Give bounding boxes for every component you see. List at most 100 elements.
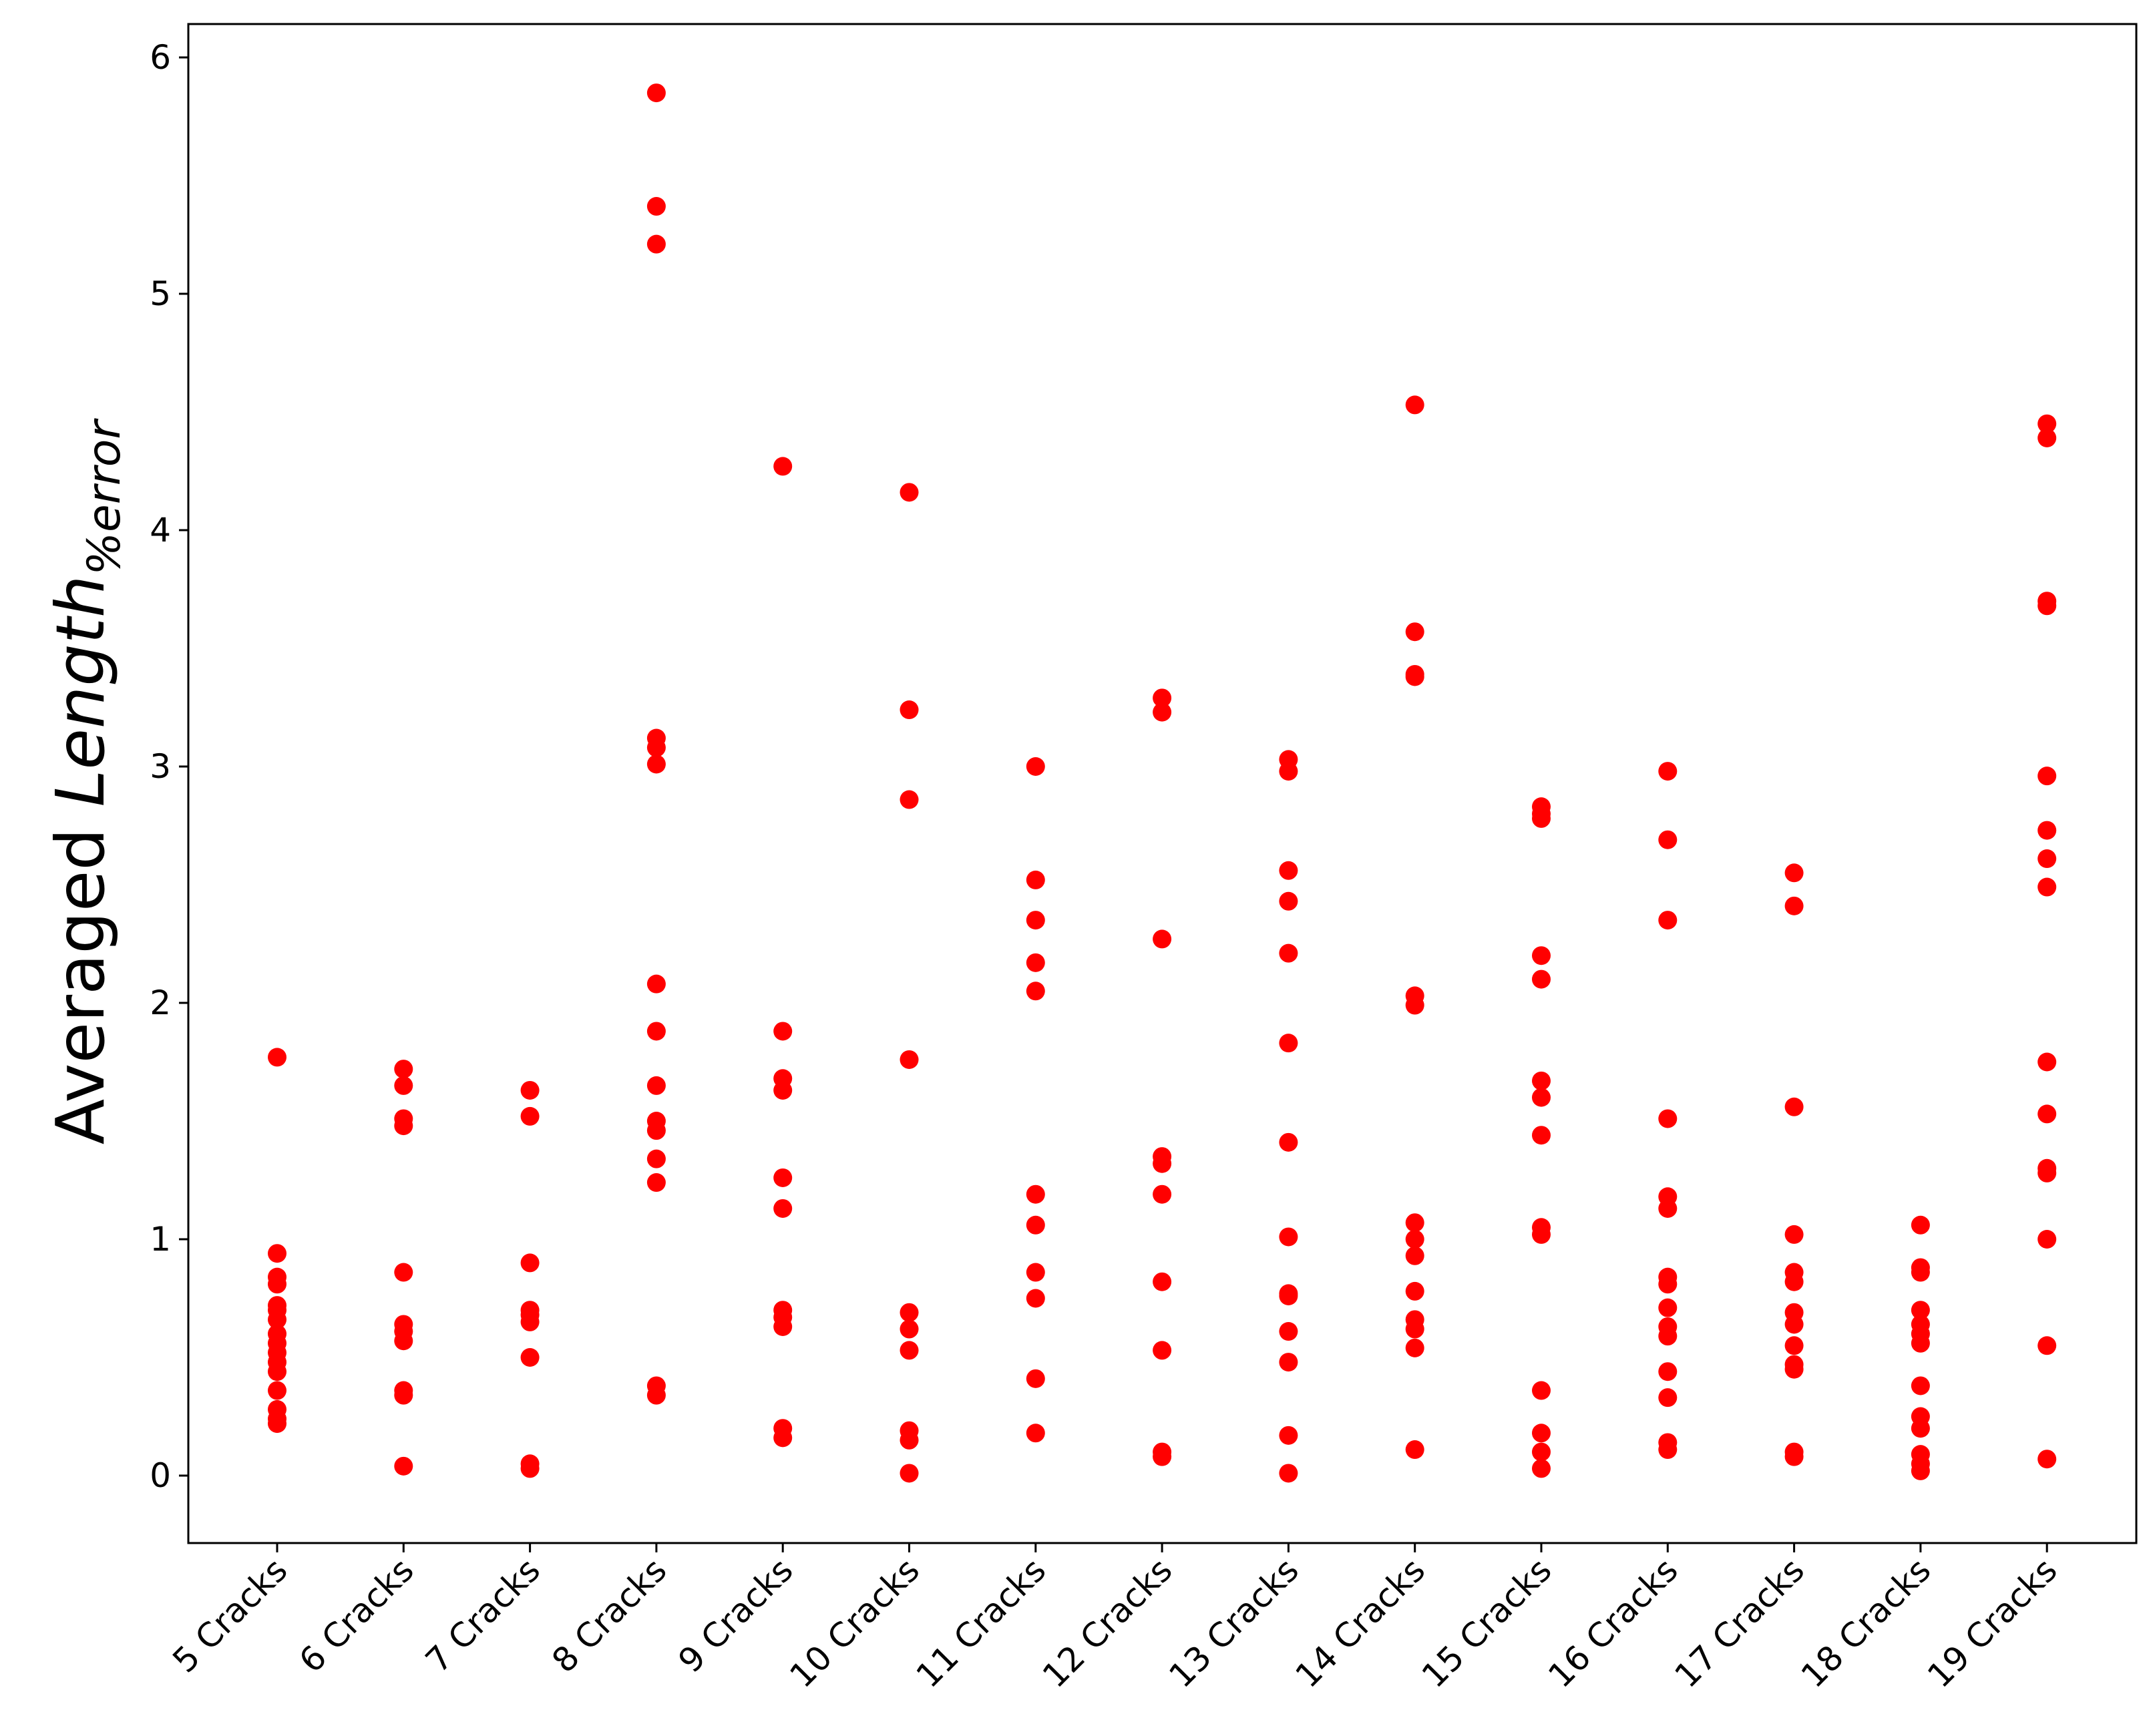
data-point: [1658, 911, 1678, 930]
y-tick-label: 0: [150, 1456, 171, 1495]
data-point: [1658, 1327, 1678, 1346]
data-point: [1532, 1442, 1551, 1462]
data-point: [1153, 1154, 1172, 1173]
data-point: [268, 1414, 286, 1434]
data-point: [773, 1022, 793, 1041]
data-point: [900, 1430, 919, 1450]
data-point: [2037, 1104, 2057, 1124]
data-point: [1532, 1381, 1551, 1400]
data-point: [1405, 1230, 1424, 1249]
data-point: [900, 790, 919, 809]
data-point: [646, 738, 666, 757]
data-point: [1279, 861, 1298, 880]
data-point: [900, 1464, 919, 1483]
data-point: [1279, 1286, 1298, 1305]
data-point: [1911, 1461, 1930, 1480]
data-point: [1279, 891, 1298, 911]
data-point: [1532, 1126, 1551, 1145]
data-point: [1153, 1184, 1172, 1204]
data-point: [646, 1173, 666, 1192]
data-point: [773, 1080, 793, 1100]
data-point: [1658, 830, 1678, 849]
data-point: [1784, 1225, 1804, 1244]
data-point: [1153, 702, 1172, 722]
y-axis-label-main: Length: [41, 576, 120, 807]
data-point: [1405, 1213, 1424, 1233]
data-point: [646, 1121, 666, 1140]
data-point: [1532, 1071, 1551, 1090]
data-point: [520, 1106, 540, 1126]
data-point: [1026, 982, 1045, 1001]
data-point: [394, 1116, 413, 1136]
data-point: [1658, 1199, 1678, 1218]
data-point: [1911, 1215, 1930, 1235]
y-axis-label: Averaged Length%error: [41, 418, 131, 1145]
data-point: [1405, 395, 1424, 415]
data-point: [1279, 1034, 1298, 1053]
data-point: [773, 1317, 793, 1336]
data-point: [900, 1303, 919, 1322]
data-point: [1279, 1322, 1298, 1341]
data-point: [1405, 1440, 1424, 1460]
data-point: [2037, 877, 2057, 897]
data-point: [1279, 1426, 1298, 1445]
data-point: [646, 1076, 666, 1095]
y-tick-label: 5: [150, 274, 171, 313]
data-point: [646, 754, 666, 774]
data-points: [268, 83, 2057, 1483]
data-point: [394, 1060, 413, 1079]
data-point: [900, 1050, 919, 1069]
data-point: [394, 1076, 413, 1095]
data-point: [268, 1362, 286, 1381]
data-point: [2037, 1336, 2057, 1355]
data-point: [394, 1456, 413, 1476]
data-point: [900, 1319, 919, 1339]
data-point: [1405, 1338, 1424, 1357]
data-point: [1279, 943, 1298, 963]
data-point: [394, 1331, 413, 1351]
data-point: [2037, 1230, 2057, 1249]
data-point: [1532, 1088, 1551, 1107]
data-point: [1532, 1459, 1551, 1478]
y-axis-label-prefix: Averaged: [41, 807, 120, 1144]
data-point: [646, 974, 666, 994]
data-point: [1153, 1447, 1172, 1466]
data-point: [2037, 849, 2057, 869]
data-point: [1532, 969, 1551, 989]
data-point: [773, 1428, 793, 1448]
data-point: [1911, 1419, 1930, 1438]
data-point: [1026, 911, 1045, 930]
data-point: [1026, 953, 1045, 972]
data-point: [1911, 1376, 1930, 1395]
data-point: [268, 1244, 286, 1263]
data-point: [1658, 1440, 1678, 1460]
data-point: [900, 700, 919, 720]
data-point: [1532, 946, 1551, 965]
data-point: [1026, 1263, 1045, 1282]
data-point: [1784, 1097, 1804, 1116]
data-point: [1784, 1315, 1804, 1334]
y-tick-label: 6: [150, 38, 171, 77]
data-point: [1784, 1359, 1804, 1379]
data-point: [646, 197, 666, 216]
data-point: [1279, 1353, 1298, 1372]
data-point: [1784, 1336, 1804, 1355]
data-point: [1658, 1275, 1678, 1294]
data-point: [1658, 762, 1678, 781]
y-axis-label-subscript: %error: [78, 418, 131, 576]
data-point: [2037, 1450, 2057, 1469]
data-point: [2037, 821, 2057, 840]
data-point: [520, 1312, 540, 1331]
data-point: [394, 1263, 413, 1282]
data-point: [1658, 1388, 1678, 1407]
data-point: [1153, 688, 1172, 708]
data-point: [1784, 1447, 1804, 1466]
data-point: [520, 1080, 540, 1100]
y-tick-label: 3: [150, 747, 171, 786]
data-point: [1658, 1362, 1678, 1381]
data-point: [1405, 996, 1424, 1015]
data-point: [1026, 1369, 1045, 1388]
data-point: [1279, 1227, 1298, 1247]
data-point: [1026, 1184, 1045, 1204]
